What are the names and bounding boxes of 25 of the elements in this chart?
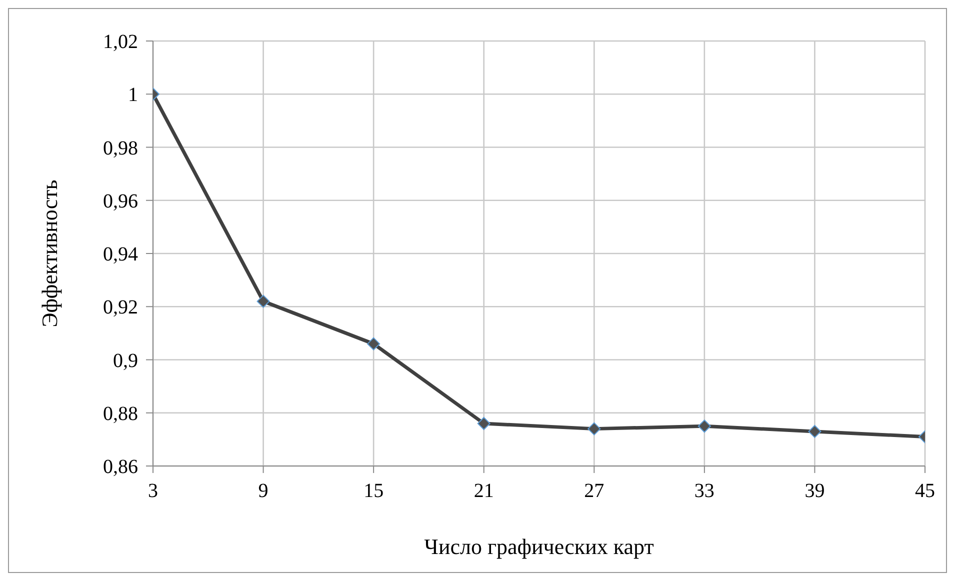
x-axis-title: Число графических карт — [424, 534, 654, 559]
y-tick-label: 0,9 — [113, 350, 138, 372]
y-axis-title: Эффективность — [36, 180, 62, 328]
y-tick-label: 1 — [128, 84, 138, 106]
y-tick-label: 0,92 — [103, 296, 138, 319]
point — [367, 337, 380, 350]
x-tick-label: 3 — [148, 480, 158, 502]
y-tick-label: 0,94 — [103, 244, 138, 266]
point — [808, 424, 822, 438]
x-tick-label: 21 — [474, 480, 494, 502]
x-tick-label: 39 — [804, 480, 825, 502]
point — [256, 294, 270, 308]
y-tick-label: 0,98 — [103, 137, 138, 160]
y-tick-label: 0,86 — [103, 456, 138, 478]
x-tick-label: 15 — [364, 480, 384, 502]
y-tick-label: 0,88 — [103, 402, 138, 425]
point — [698, 420, 711, 433]
y-tick-label: 0,96 — [103, 190, 138, 212]
point — [588, 422, 601, 436]
x-tick-label: 45 — [915, 480, 935, 502]
x-tick-label: 9 — [258, 480, 268, 502]
x-tick-label: 27 — [584, 480, 604, 502]
x-tick-label: 33 — [694, 480, 714, 502]
point — [477, 417, 490, 430]
y-tick-label: 1,02 — [103, 31, 138, 54]
